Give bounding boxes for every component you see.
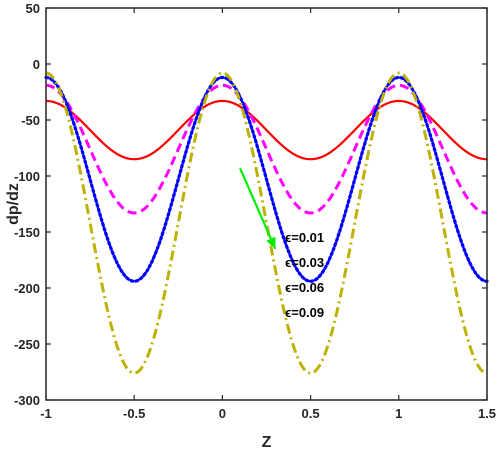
y-axis-label: dp/dz bbox=[5, 183, 22, 225]
annotation: ϵ=0.01 ϵ=0.03 ϵ=0.06 ϵ=0.09 bbox=[239, 167, 324, 320]
annotation-label: ϵ=0.06 bbox=[285, 280, 324, 295]
annotation-label: ϵ=0.09 bbox=[285, 305, 324, 320]
y-tick-label: -150 bbox=[14, 225, 40, 240]
series-line-3 bbox=[44, 75, 489, 283]
x-tick-label: 1 bbox=[395, 406, 402, 421]
axes-frame bbox=[45, 7, 488, 401]
x-tick-label: 1.5 bbox=[478, 406, 496, 421]
y-tick-label: -50 bbox=[21, 113, 40, 128]
x-axis-label: Z bbox=[262, 434, 272, 451]
y-tick-label: 0 bbox=[33, 57, 40, 72]
y-tick-label: -250 bbox=[14, 337, 40, 352]
axes bbox=[45, 7, 488, 401]
x-tick-label: 0.5 bbox=[302, 406, 320, 421]
x-tick-label: 0 bbox=[219, 406, 226, 421]
annotation-arrow-head bbox=[266, 236, 276, 249]
series-layer bbox=[44, 71, 489, 375]
plot-frame bbox=[45, 7, 488, 401]
y-tick-label: -200 bbox=[14, 281, 40, 296]
y-tick-label: 50 bbox=[26, 1, 40, 16]
y-tick-label: -100 bbox=[14, 169, 40, 184]
plot-area bbox=[45, 7, 488, 401]
y-tick-label: -300 bbox=[14, 393, 40, 408]
series-line-1 bbox=[45, 99, 488, 161]
annotation-label: ϵ=0.01 bbox=[285, 230, 324, 245]
annotation-label: ϵ=0.03 bbox=[285, 255, 324, 270]
x-tick-label: -1 bbox=[40, 406, 52, 421]
ticks: -1 -0.5 0 0.5 1 1.5 50 0 -50 -100 -150 -200 -250 -300 bbox=[14, 1, 496, 421]
series-line-4 bbox=[45, 71, 488, 375]
annotation-arrow-shaft bbox=[239, 167, 277, 250]
x-tick-label: -0.5 bbox=[123, 406, 145, 421]
